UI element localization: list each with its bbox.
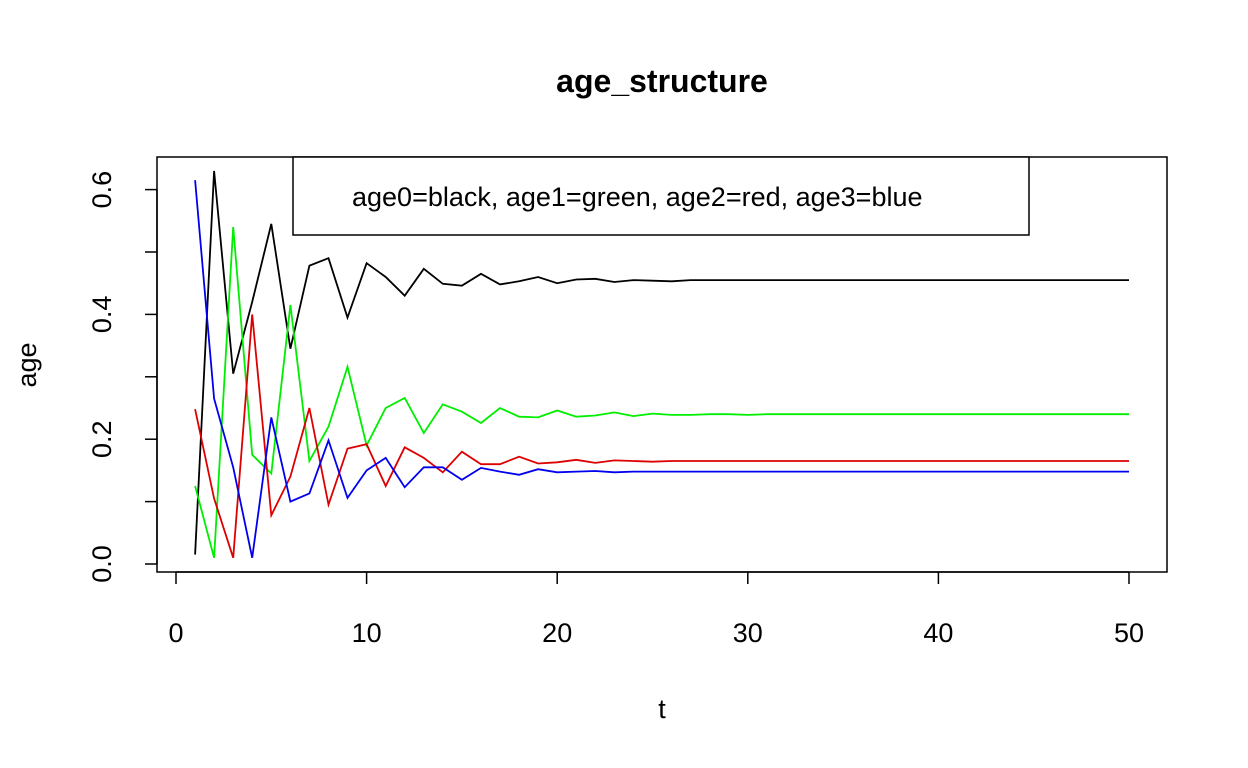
y-axis: 0.0 0.2 0.4 0.6: [87, 171, 158, 583]
y-tick-label: 0.0: [87, 545, 117, 583]
series-line-2: [194, 314, 1129, 559]
legend: age0=black, age1=green, age2=red, age3=b…: [292, 156, 1030, 236]
chart-title: age_structure: [556, 63, 768, 99]
y-tick-label: 0.6: [87, 171, 117, 209]
x-tick-label: 50: [1114, 618, 1144, 648]
y-tick-label: 0.2: [87, 420, 117, 458]
y-tick-label: 0.4: [87, 296, 117, 334]
series-line-1: [194, 226, 1129, 559]
x-tick-label: 40: [923, 618, 953, 648]
series-layer: [194, 170, 1129, 559]
series-line-3: [194, 180, 1129, 558]
legend-box: [292, 156, 1030, 236]
legend-text: age0=black, age1=green, age2=red, age3=b…: [352, 182, 923, 212]
x-tick-label: 0: [168, 618, 183, 648]
series-line-0: [194, 170, 1129, 555]
x-axis-label: t: [658, 694, 666, 724]
x-axis: 0 10 20 30 40 50: [168, 571, 1144, 648]
y-axis-label: age: [12, 342, 42, 387]
x-tick-label: 30: [733, 618, 763, 648]
x-tick-label: 20: [542, 618, 572, 648]
x-tick-label: 10: [352, 618, 382, 648]
